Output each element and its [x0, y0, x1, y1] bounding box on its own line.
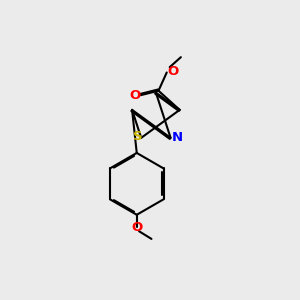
Text: O: O: [129, 89, 141, 102]
Text: S: S: [134, 130, 143, 143]
Text: N: N: [172, 131, 183, 144]
Text: O: O: [131, 220, 142, 234]
Text: O: O: [168, 64, 179, 77]
